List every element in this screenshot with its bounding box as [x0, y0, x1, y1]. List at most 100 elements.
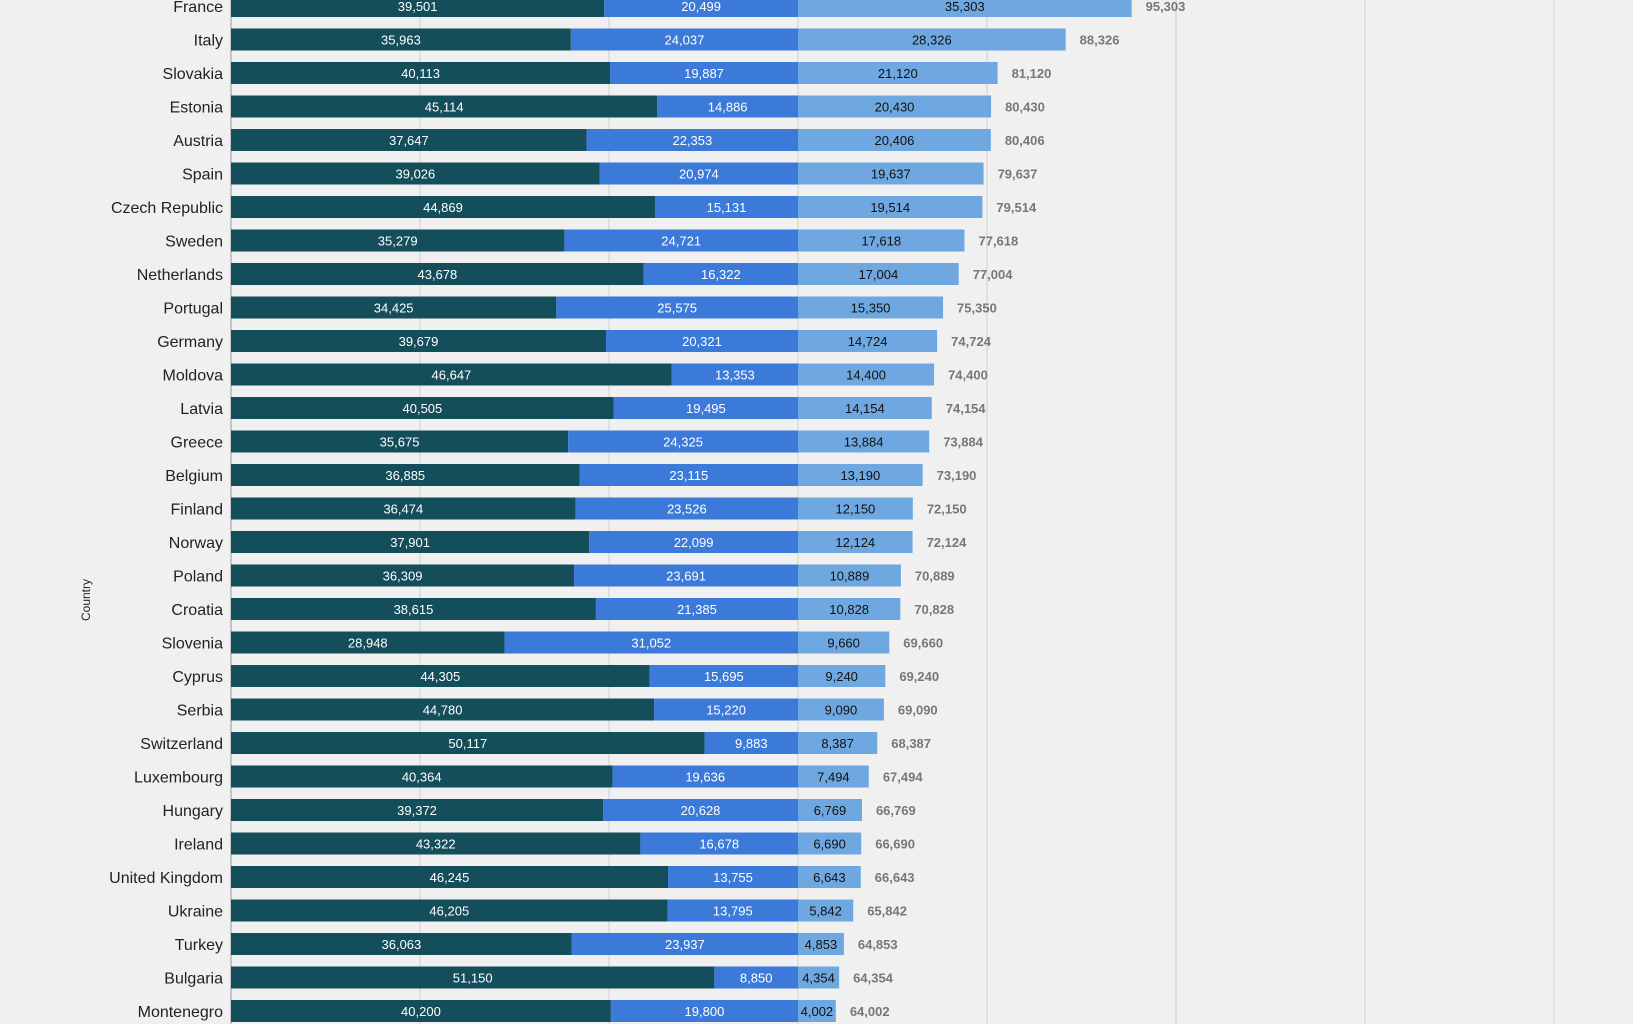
country-label: Serbia [177, 703, 223, 720]
bar-segment-3 [798, 0, 1132, 17]
segment-value-label: 9,240 [825, 669, 858, 684]
total-value-label: 69,240 [899, 669, 939, 684]
country-label: Germany [157, 334, 223, 351]
bars [231, 0, 1132, 1022]
bar-segment-3 [798, 564, 901, 587]
total-value-label: 77,004 [973, 267, 1014, 282]
segment-value-label: 28,326 [912, 33, 952, 48]
segment-value-label: 10,889 [830, 569, 870, 584]
country-label: Slovenia [162, 636, 223, 653]
segment-value-label: 19,636 [685, 770, 725, 785]
bar-segment-1 [231, 196, 656, 218]
bar-segment-1 [231, 966, 715, 989]
segment-value-label: 24,721 [661, 234, 701, 249]
bar-segment-2 [575, 497, 798, 520]
segment-value-label: 14,154 [845, 401, 885, 416]
segment-value-label: 19,514 [870, 200, 910, 215]
bar-segment-3 [798, 966, 840, 989]
country-label: Ireland [174, 837, 223, 854]
segment-value-label: 13,190 [840, 468, 880, 483]
bar-segment-3 [798, 866, 861, 888]
country-label: Slovakia [163, 66, 224, 83]
total-value-label: 67,494 [883, 770, 924, 785]
segment-value-label: 8,850 [740, 971, 773, 986]
bar-segment-3 [798, 363, 935, 386]
bar-segment-2 [589, 531, 798, 553]
segment-value-label: 19,637 [871, 167, 911, 182]
bar-segment-1 [231, 765, 613, 788]
bar-segment-1 [231, 464, 580, 486]
bar-segment-1 [231, 430, 569, 453]
country-label: Sweden [165, 234, 223, 251]
bar-segment-3 [798, 899, 854, 922]
segment-value-label: 4,853 [805, 937, 838, 952]
segment-value-label: 20,974 [679, 167, 719, 182]
bar-segment-1 [231, 631, 505, 654]
country-label: Croatia [171, 602, 223, 619]
segment-value-label: 28,948 [348, 636, 388, 651]
segment-value-label: 14,886 [708, 100, 748, 115]
segment-value-label: 24,037 [665, 33, 705, 48]
segment-value-label: 4,354 [802, 971, 835, 986]
segment-value-label: 35,675 [380, 435, 420, 450]
bar-segment-2 [603, 799, 798, 821]
bar-segment-1 [231, 665, 650, 687]
total-value-label: 66,690 [875, 837, 915, 852]
segment-value-label: 14,724 [848, 334, 888, 349]
bar-segment-2 [613, 397, 798, 419]
bar-segment-2 [579, 464, 798, 486]
bar-segment-1 [231, 229, 565, 252]
country-label: United Kingdom [109, 870, 223, 887]
bar-segment-1 [231, 95, 658, 118]
country-label: Hungary [163, 803, 223, 820]
segment-value-label: 14,400 [846, 368, 886, 383]
total-value-label: 79,637 [998, 167, 1038, 182]
segment-value-label: 20,499 [681, 0, 721, 14]
segment-value-label: 43,322 [416, 837, 456, 852]
segment-value-label: 44,780 [423, 703, 463, 718]
segment-value-label: 8,387 [821, 736, 854, 751]
segment-value-label: 36,885 [385, 468, 425, 483]
segment-value-label: 5,842 [809, 904, 842, 919]
bar-segment-2 [643, 263, 798, 285]
country-label: Finland [171, 502, 223, 519]
y-axis-title: Country [79, 579, 93, 621]
segment-value-label: 24,325 [663, 435, 703, 450]
bar-segment-3 [798, 397, 932, 419]
total-value-label: 72,124 [927, 535, 968, 550]
segment-value-label: 40,364 [402, 770, 442, 785]
country-label: Switzerland [140, 736, 223, 753]
total-value-label: 73,884 [943, 435, 984, 450]
bar-segment-2 [671, 363, 798, 386]
total-value-label: 75,350 [957, 301, 997, 316]
bar-segment-3 [798, 497, 913, 520]
bar-segment-2 [610, 62, 798, 84]
segment-value-label: 39,501 [398, 0, 438, 14]
segment-value-label: 19,887 [684, 66, 724, 81]
bar-segment-1 [231, 330, 606, 352]
segment-value-label: 7,494 [817, 770, 850, 785]
bar-segment-1 [231, 598, 596, 620]
bar-segment-2 [604, 0, 798, 17]
total-value-label: 65,842 [867, 904, 907, 919]
segment-value-label: 39,679 [399, 334, 439, 349]
bar-segment-1 [231, 1000, 611, 1022]
country-label: Austria [173, 133, 223, 150]
bar-segment-3 [798, 62, 998, 84]
segment-value-label: 6,690 [813, 837, 846, 852]
country-label: Portugal [163, 301, 223, 318]
segment-value-label: 40,505 [403, 401, 443, 416]
segment-value-label: 35,279 [378, 234, 418, 249]
bar-segment-3 [798, 832, 862, 855]
bar-segment-1 [231, 62, 611, 84]
bar-segment-2 [556, 296, 798, 319]
country-label: Moldova [163, 368, 224, 385]
labels: France 39,501 20,499 35,303 95,303 Italy 35,96… [109, 0, 1185, 1021]
bar-segment-3 [798, 933, 844, 955]
total-value-label: 68,387 [891, 736, 931, 751]
segment-value-label: 20,430 [875, 100, 915, 115]
bar-segment-3 [798, 765, 869, 788]
total-value-label: 70,828 [914, 602, 954, 617]
country-label: Estonia [170, 100, 223, 117]
